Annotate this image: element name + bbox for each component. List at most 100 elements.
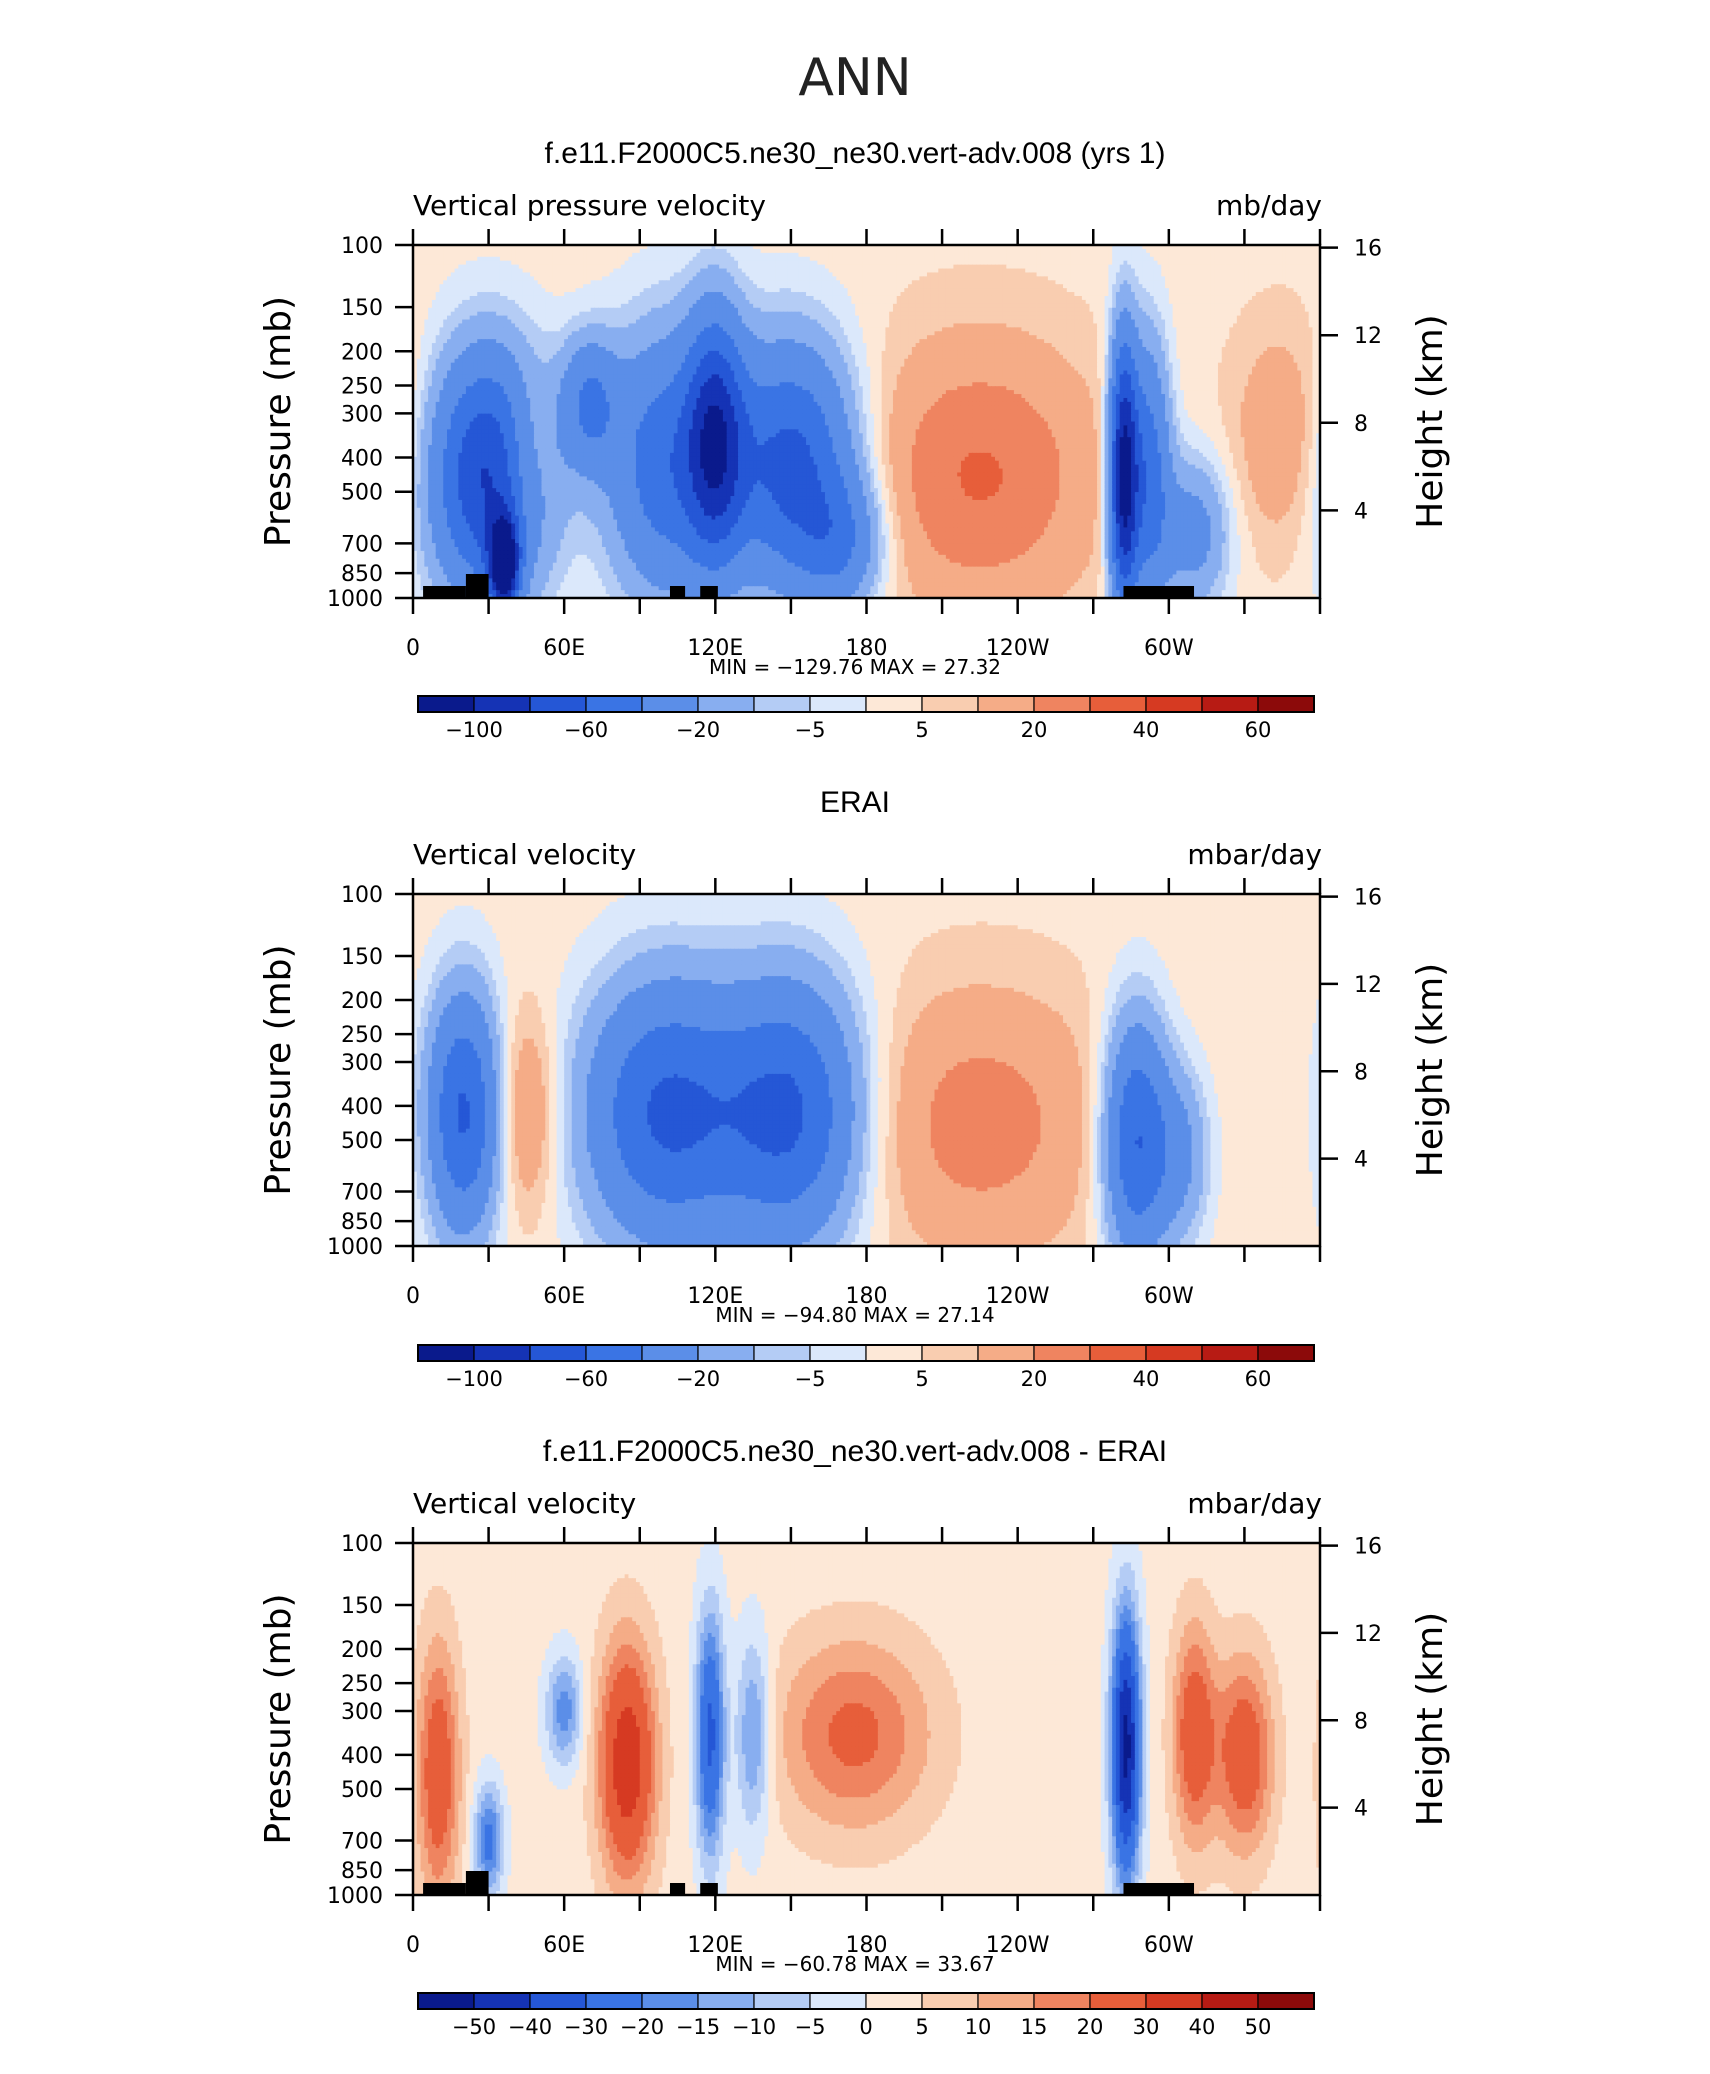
y-axis-label: Pressure (mb) xyxy=(258,944,299,1195)
y2-tick-label: 8 xyxy=(1354,412,1368,437)
y2-tick-label: 16 xyxy=(1354,886,1382,911)
colorbar-swatch xyxy=(1202,696,1258,712)
colorbar-swatch xyxy=(1146,1993,1202,2009)
y-tick-label: 100 xyxy=(341,883,383,908)
y-tick-label: 1000 xyxy=(327,1884,383,1909)
x-tick-label: 60E xyxy=(543,1933,585,1958)
y2-tick-label: 4 xyxy=(1354,1797,1368,1822)
y-tick-label: 850 xyxy=(341,1859,383,1884)
colorbar-label: −30 xyxy=(564,2015,608,2039)
colorbar-swatch xyxy=(1034,1993,1090,2009)
colorbar-label: 50 xyxy=(1245,2015,1272,2039)
y-tick-label: 100 xyxy=(341,234,383,259)
colorbar-swatch xyxy=(698,696,754,712)
y2-tick-label: 4 xyxy=(1354,1148,1368,1173)
colorbar-label: 0 xyxy=(859,2015,872,2039)
colorbar-label: 60 xyxy=(1245,718,1272,742)
colorbar-label: −5 xyxy=(795,2015,826,2039)
colorbar-label: 40 xyxy=(1189,2015,1216,2039)
colorbar-swatch xyxy=(1146,696,1202,712)
colorbar-swatch xyxy=(866,1345,922,1361)
panel-title: ERAI xyxy=(820,786,890,819)
y-tick-label: 150 xyxy=(341,1594,383,1619)
y-axis-label: Pressure (mb) xyxy=(258,296,299,547)
y-tick-label: 250 xyxy=(341,1023,383,1048)
land-mask xyxy=(700,1883,718,1895)
colorbar-swatch xyxy=(754,1345,810,1361)
land-mask xyxy=(466,574,489,598)
colorbar-swatch xyxy=(1258,696,1314,712)
colorbar-label: −60 xyxy=(564,718,608,742)
min-max-text: MIN = −129.76 MAX = 27.32 xyxy=(709,655,1001,679)
land-mask xyxy=(423,586,466,598)
contour-field xyxy=(413,894,1321,1247)
colorbar-swatch xyxy=(754,696,810,712)
y-tick-label: 1000 xyxy=(327,1235,383,1260)
y-tick-label: 700 xyxy=(341,1829,383,1854)
panel-subtitle: Vertical pressure velocity xyxy=(413,189,766,222)
colorbar-swatch xyxy=(1258,1345,1314,1361)
x-tick-label: 60E xyxy=(543,636,585,661)
y-tick-label: 300 xyxy=(341,1051,383,1076)
colorbar-swatch xyxy=(866,1993,922,2009)
min-max-text: MIN = −60.78 MAX = 33.67 xyxy=(715,1952,994,1976)
x-tick-label: 0 xyxy=(406,1933,420,1958)
y2-tick-label: 4 xyxy=(1354,499,1368,524)
min-max-text: MIN = −94.80 MAX = 27.14 xyxy=(715,1303,994,1327)
colorbar-label: −5 xyxy=(795,1367,826,1391)
colorbar-swatch xyxy=(978,696,1034,712)
y-tick-label: 200 xyxy=(341,989,383,1014)
y2-axis-label: Height (km) xyxy=(1410,1612,1451,1826)
land-mask xyxy=(670,586,685,598)
colorbar-swatch xyxy=(810,1345,866,1361)
colorbar-label: 15 xyxy=(1021,2015,1048,2039)
contour-field xyxy=(413,1543,1321,1896)
colorbar-swatch xyxy=(530,1993,586,2009)
colorbar-label: −100 xyxy=(445,718,503,742)
land-mask xyxy=(670,1883,685,1895)
colorbar-label: −40 xyxy=(508,2015,552,2039)
colorbar-swatch xyxy=(1146,1345,1202,1361)
colorbar-label: −10 xyxy=(732,2015,776,2039)
colorbar-swatch xyxy=(754,1993,810,2009)
y-tick-label: 500 xyxy=(341,1778,383,1803)
colorbar-swatch xyxy=(698,1993,754,2009)
colorbar-swatch xyxy=(978,1993,1034,2009)
colorbar-swatch xyxy=(474,1345,530,1361)
x-tick-label: 60W xyxy=(1144,636,1194,661)
y-tick-label: 250 xyxy=(341,374,383,399)
y-tick-label: 500 xyxy=(341,1129,383,1154)
colorbar-swatch xyxy=(922,696,978,712)
y-tick-label: 300 xyxy=(341,402,383,427)
y-tick-label: 400 xyxy=(341,1095,383,1120)
colorbar-swatch xyxy=(418,1345,474,1361)
land-mask xyxy=(466,1871,489,1895)
y-tick-label: 400 xyxy=(341,1744,383,1769)
colorbar-swatch xyxy=(530,696,586,712)
colorbar-swatch xyxy=(642,1345,698,1361)
panel-difference: f.e11.F2000C5.ne30_ne30.vert-adv.008 - E… xyxy=(258,1435,1451,2039)
y-tick-label: 250 xyxy=(341,1672,383,1697)
colorbar-swatch xyxy=(866,696,922,712)
colorbar-swatch xyxy=(1258,1993,1314,2009)
colorbar-label: −5 xyxy=(795,718,826,742)
colorbar-label: −60 xyxy=(564,1367,608,1391)
land-mask xyxy=(700,586,718,598)
land-mask xyxy=(423,1883,466,1895)
colorbar-swatch xyxy=(418,1993,474,2009)
x-tick-label: 60E xyxy=(543,1284,585,1309)
colorbar-swatch xyxy=(1034,1345,1090,1361)
y2-tick-label: 8 xyxy=(1354,1709,1368,1734)
y-tick-label: 1000 xyxy=(327,587,383,612)
colorbar-swatch xyxy=(418,696,474,712)
colorbar-swatch xyxy=(642,696,698,712)
colorbar-label: 20 xyxy=(1077,2015,1104,2039)
colorbar-label: −50 xyxy=(452,2015,496,2039)
y-tick-label: 700 xyxy=(341,1180,383,1205)
y-tick-label: 850 xyxy=(341,562,383,587)
y2-axis-label: Height (km) xyxy=(1410,963,1451,1177)
panel-subtitle: Vertical velocity xyxy=(413,1487,636,1520)
contour-field xyxy=(413,245,1321,599)
colorbar-label: 30 xyxy=(1133,2015,1160,2039)
